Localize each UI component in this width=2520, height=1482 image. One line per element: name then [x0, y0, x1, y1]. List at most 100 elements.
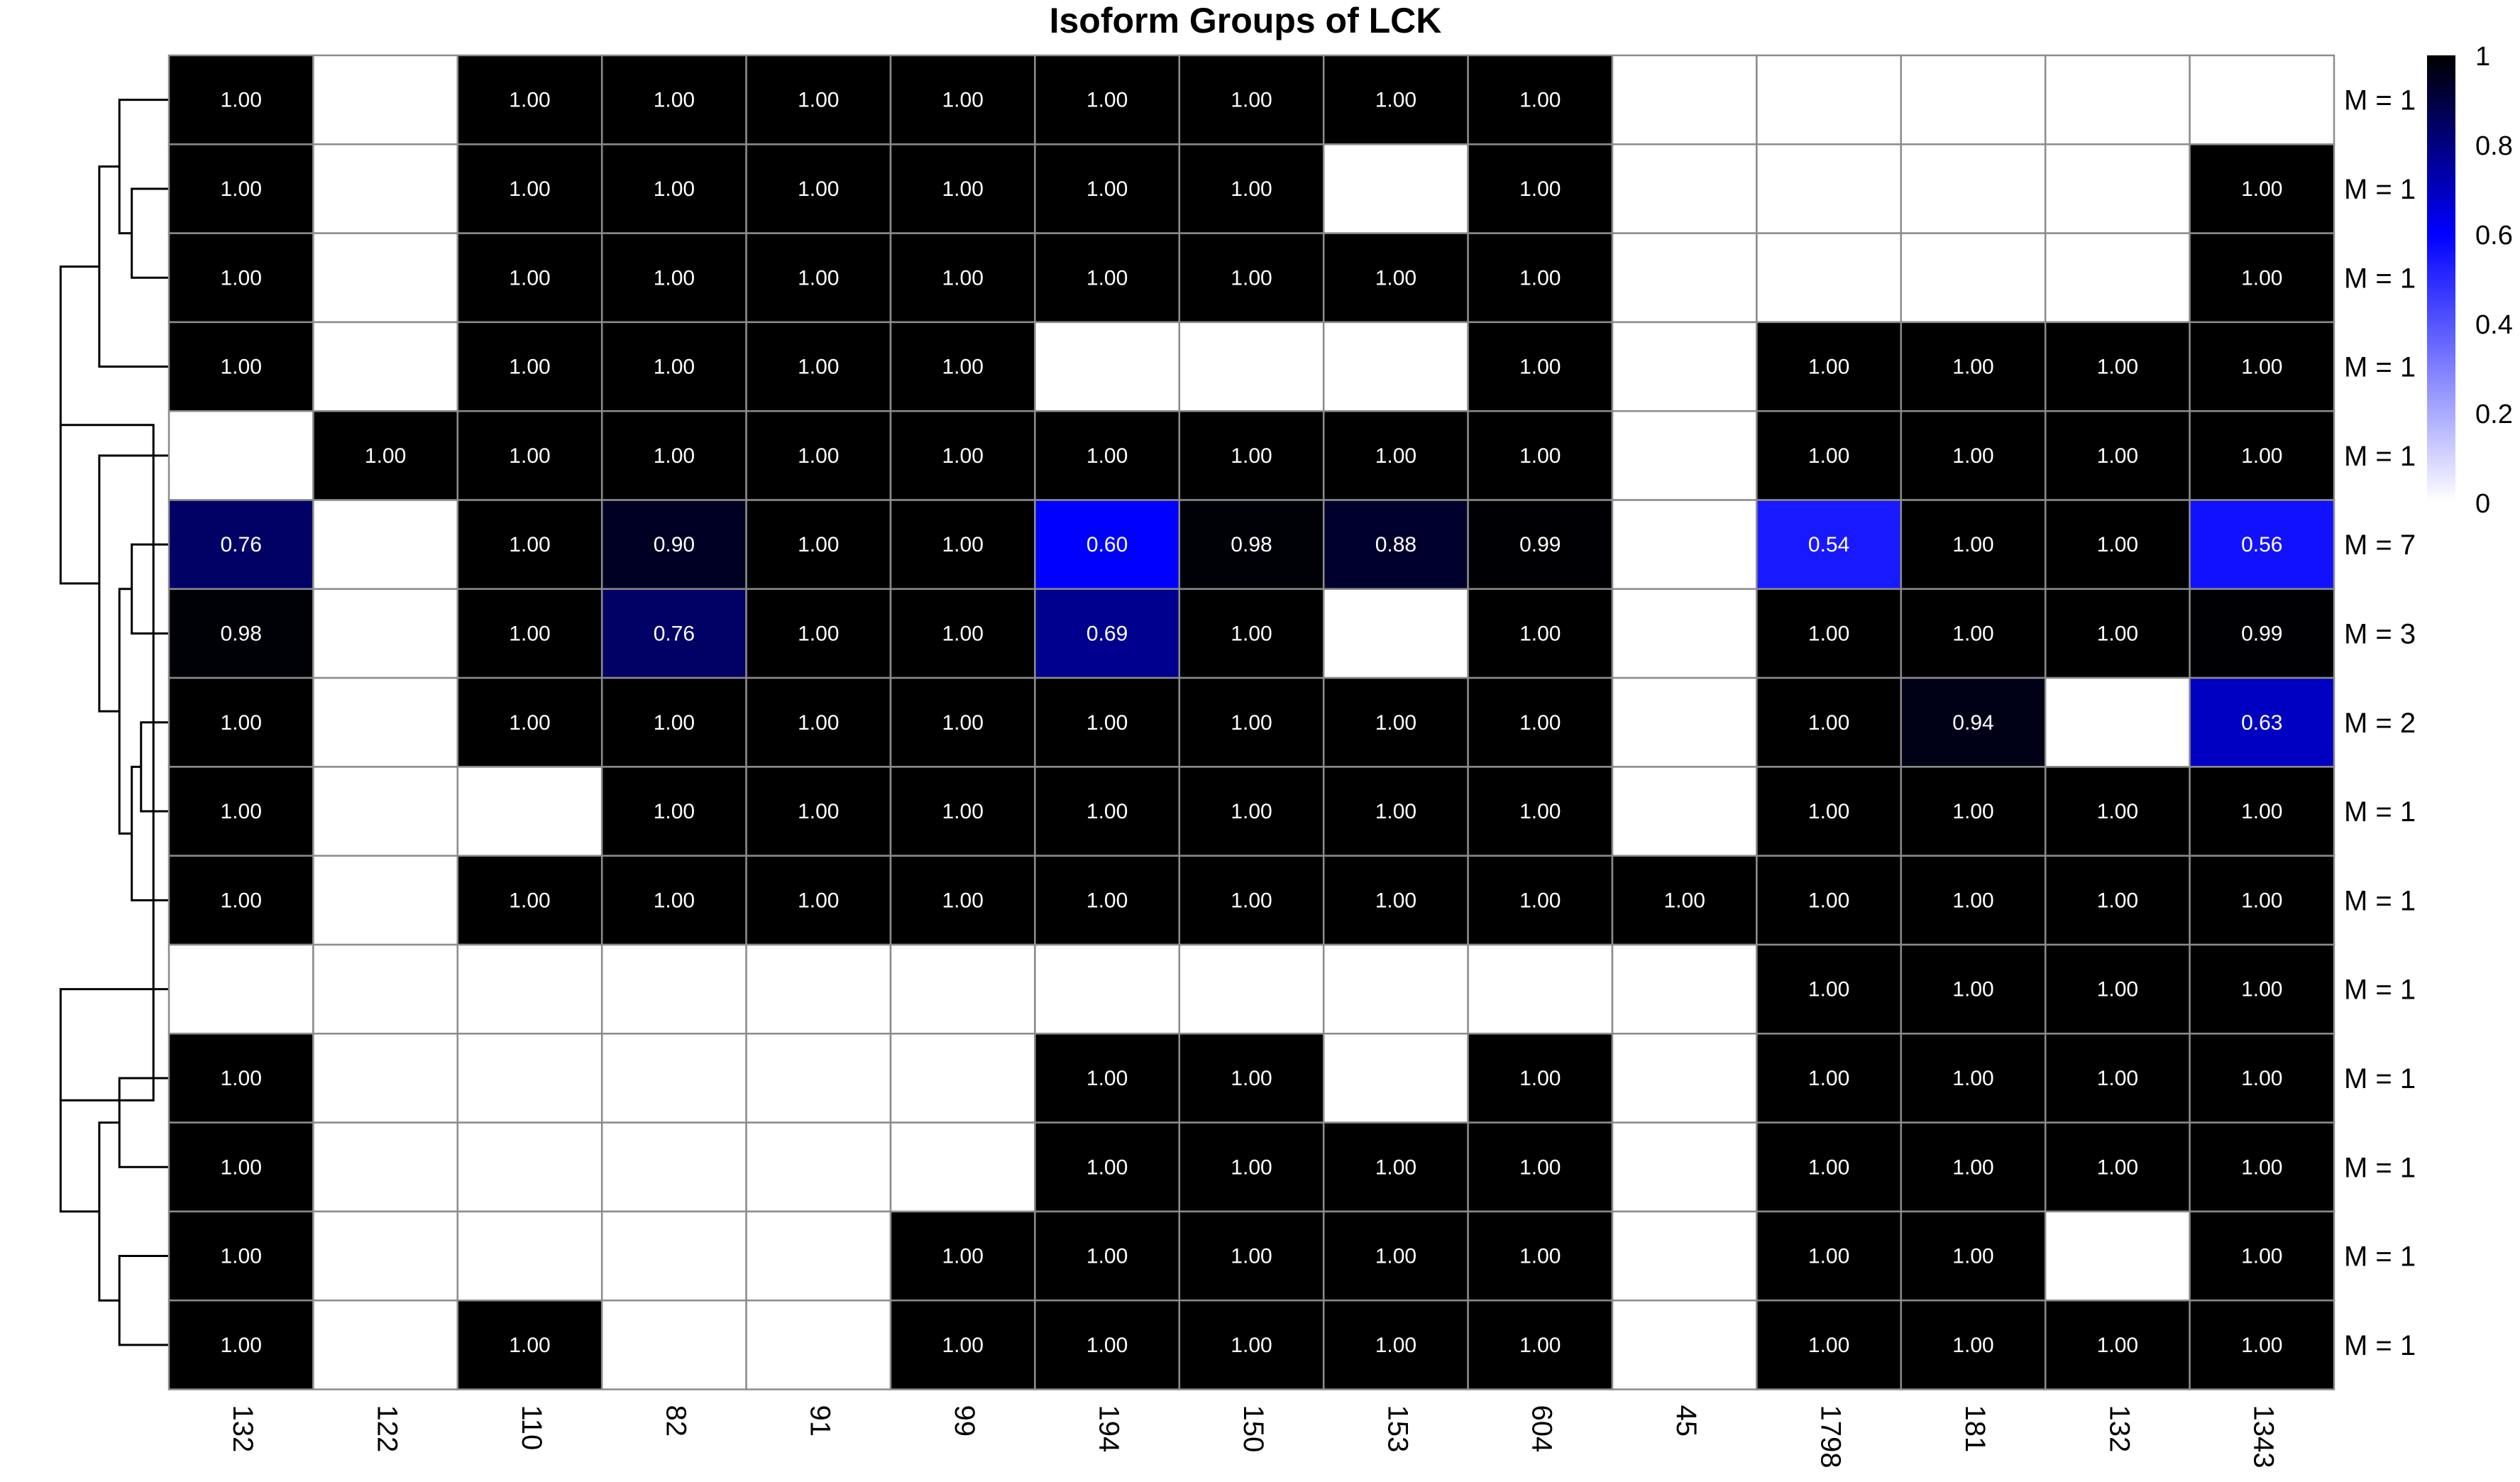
row-label: M = 2: [2344, 708, 2416, 739]
heatmap-cell: [1178, 54, 1325, 146]
cell-value-label: 1.00: [509, 177, 550, 201]
column-label: 99: [949, 1405, 980, 1437]
cell-value-label: 1.00: [942, 533, 984, 556]
dendrogram-branch: [118, 588, 132, 835]
cell-value-label: 1.00: [365, 444, 406, 468]
cell-value-label: 1.00: [221, 1245, 262, 1268]
heatmap-cell: [2044, 1299, 2191, 1390]
heatmap-cell: [1034, 410, 1181, 501]
heatmap-cell: [1611, 1210, 1758, 1302]
heatmap-cell: [1611, 588, 1758, 679]
heatmap-cell: [312, 943, 459, 1035]
column-label: 132: [227, 1405, 258, 1453]
dendrogram-branch: [118, 99, 169, 235]
heatmap-cell: [456, 410, 603, 501]
heatmap-cell: [2189, 676, 2335, 768]
heatmap-cell: [745, 54, 892, 146]
cell-value-label: 1.00: [798, 889, 839, 912]
heatmap-cell: [1756, 766, 1903, 857]
heatmap-cell: [456, 54, 603, 146]
cell-value-label: 1.00: [1375, 800, 1416, 823]
cell-value-label: 1.00: [798, 444, 839, 468]
row-label: M = 1: [2344, 85, 2416, 116]
cell-value-label: 1.00: [1808, 711, 1849, 735]
heatmap-cell: [745, 232, 892, 324]
heatmap-cell: [2189, 588, 2335, 679]
cell-value-label: 1.00: [798, 622, 839, 645]
heatmap-cell: [745, 143, 892, 234]
dendrogram-branch: [131, 765, 169, 901]
cell-value-label: 1.00: [1231, 1156, 1272, 1179]
cell-value-label: 0.98: [221, 622, 262, 645]
heatmap-cell: [600, 855, 747, 946]
heatmap-cell: [1322, 1121, 1469, 1213]
heatmap-cell: [312, 766, 459, 857]
cell-value-label: 1.00: [221, 266, 262, 290]
cell-value-label: 1.00: [1952, 978, 1993, 1001]
heatmap-cell: [600, 143, 747, 234]
cell-value-label: 1.00: [798, 356, 839, 379]
heatmap-cell: [889, 1033, 1036, 1124]
heatmap-cell: [1467, 1299, 1614, 1390]
cell-value-label: 1.00: [1952, 1334, 1993, 1357]
dendrogram-branch: [118, 1255, 169, 1346]
heatmap-cell: [1034, 1210, 1181, 1302]
heatmap-cell: [2189, 943, 2335, 1035]
cell-value-label: 1.00: [221, 889, 262, 912]
cell-value-label: 1.00: [1519, 1156, 1561, 1179]
heatmap-cell: [1900, 232, 2047, 324]
cell-value-label: 1.00: [221, 356, 262, 379]
cell-value-label: 1.00: [1519, 1067, 1561, 1090]
cell-value-label: 1.00: [654, 177, 695, 201]
heatmap-cell: [456, 588, 603, 679]
cell-value-label: 1.00: [798, 177, 839, 201]
heatmap-cell: [1900, 143, 2047, 234]
column-label: 110: [516, 1405, 547, 1451]
row-label: M = 1: [2344, 352, 2416, 383]
legend-tick-label: 0.6: [2475, 221, 2513, 251]
cell-value-label: 0.94: [1952, 711, 1993, 735]
heatmap-cell: [312, 232, 459, 324]
cell-value-label: 1.00: [1808, 622, 1849, 645]
cell-value-label: 1.00: [2241, 889, 2282, 912]
heatmap-cell: [312, 54, 459, 146]
heatmap-cell: [167, 588, 314, 679]
column-label: 604: [1526, 1405, 1558, 1453]
cell-value-label: 1.00: [2241, 177, 2282, 201]
heatmap-cell: [1322, 588, 1469, 679]
cell-value-label: 1.00: [1086, 1156, 1128, 1179]
heatmap-cell: [1034, 143, 1181, 234]
heatmap-cell: [167, 1299, 314, 1390]
legend-tick-label: 0.2: [2475, 400, 2513, 429]
heatmap-cell: [1322, 943, 1469, 1035]
cell-value-label: 1.00: [509, 622, 550, 645]
cell-value-label: 1.00: [1519, 1334, 1561, 1357]
cell-value-label: 1.00: [942, 266, 984, 290]
heatmap-cell: [2044, 410, 2191, 501]
heatmap-cell: [1611, 321, 1758, 412]
heatmap-cell: [2044, 676, 2191, 768]
heatmap-cell: [1178, 1121, 1325, 1213]
heatmap-cell: [1178, 766, 1325, 857]
cell-value-label: 1.00: [1375, 1156, 1416, 1179]
cell-value-label: 1.00: [1375, 444, 1416, 468]
heatmap-cell: [312, 1210, 459, 1302]
cell-value-label: 1.00: [1808, 800, 1849, 823]
cell-value-label: 1.00: [221, 1156, 262, 1179]
column-label: 122: [372, 1405, 403, 1453]
heatmap-cell: [600, 1299, 747, 1390]
heatmap-cell: [167, 1210, 314, 1302]
cell-value-label: 1.00: [509, 711, 550, 735]
cell-value-label: 1.00: [2241, 800, 2282, 823]
cell-value-label: 1.00: [1375, 1245, 1416, 1268]
cell-value-label: 0.54: [1808, 533, 1849, 556]
heatmap-cell: [456, 1121, 603, 1213]
heatmap-cell: [456, 676, 603, 768]
cell-value-label: 1.00: [1086, 444, 1128, 468]
heatmap-cell: [889, 232, 1036, 324]
heatmap-cell: [2044, 499, 2191, 591]
cell-value-label: 1.00: [942, 800, 984, 823]
cell-value-label: 1.00: [942, 622, 984, 645]
legend-tick-label: 0.4: [2475, 310, 2513, 340]
heatmap-cell: [745, 410, 892, 501]
